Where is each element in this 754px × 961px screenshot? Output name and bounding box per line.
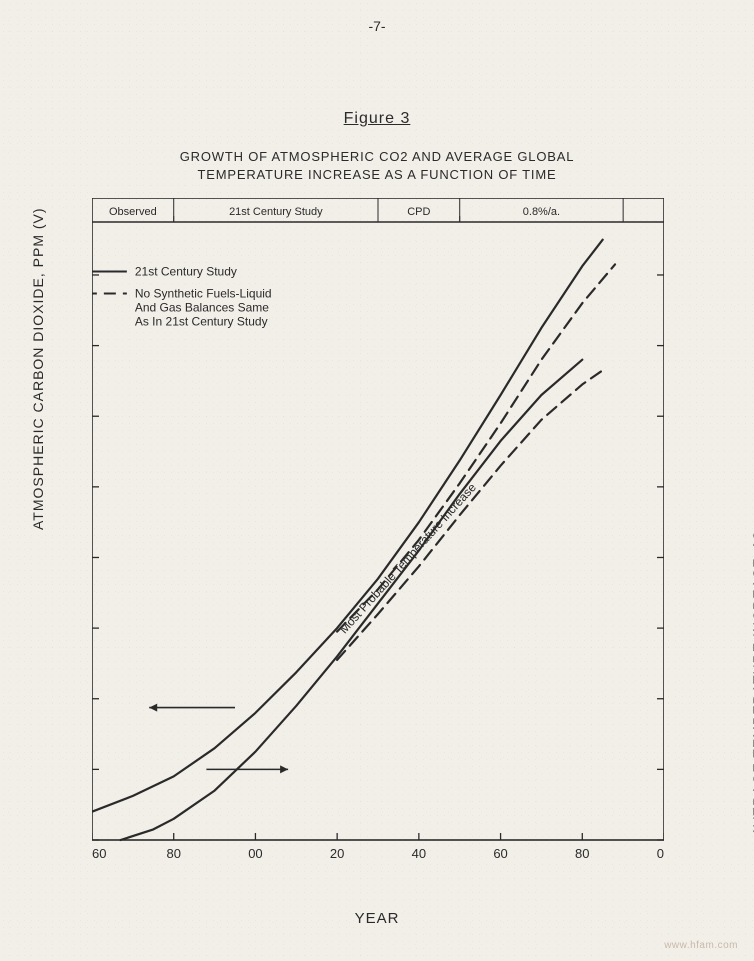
x-tick: 20 bbox=[330, 846, 344, 861]
legend-label: No Synthetic Fuels-Liquid bbox=[135, 286, 272, 300]
x-tick: 60 bbox=[493, 846, 507, 861]
chart-plot: Observed21st Century StudyCPD0.8%/a.3003… bbox=[92, 198, 664, 868]
legend-label: 21st Century Study bbox=[135, 264, 237, 278]
y-axis-label-left: ATMOSPHERIC CARBON DIOXIDE, PPM (V) bbox=[30, 207, 46, 530]
legend-label: And Gas Balances Same bbox=[135, 300, 269, 314]
watermark: www.hfam.com bbox=[664, 940, 738, 951]
x-tick: 80 bbox=[575, 846, 589, 861]
series-temp_21st_century bbox=[121, 360, 583, 840]
x-tick: 80 bbox=[166, 846, 180, 861]
legend-label: As In 21st Century Study bbox=[135, 314, 268, 328]
series-temp_no_synth bbox=[337, 370, 603, 660]
x-axis-label: YEAR bbox=[355, 910, 400, 927]
header-seg: Observed bbox=[109, 206, 157, 218]
title-line-1: GROWTH OF ATMOSPHERIC CO2 AND AVERAGE GL… bbox=[180, 149, 574, 164]
x-tick: 40 bbox=[412, 846, 426, 861]
figure-label: Figure 3 bbox=[344, 110, 411, 128]
x-tick: 1960 bbox=[92, 846, 106, 861]
chart-title: GROWTH OF ATMOSPHERIC CO2 AND AVERAGE GL… bbox=[180, 148, 574, 183]
chart-svg: Observed21st Century StudyCPD0.8%/a.3003… bbox=[92, 198, 664, 868]
header-seg: CPD bbox=[407, 206, 430, 218]
x-tick: 00 bbox=[248, 846, 262, 861]
title-line-2: TEMPERATURE INCREASE AS A FUNCTION OF TI… bbox=[198, 167, 557, 182]
page-number: -7- bbox=[368, 18, 385, 34]
diag-annotation: Most Probable Temperature Increase bbox=[337, 480, 480, 636]
header-seg: 0.8%/a. bbox=[523, 206, 560, 218]
x-tick: 00 bbox=[657, 846, 664, 861]
y-axis-label-right: AVERAGE TEMPERATURE INCREASE, °C bbox=[750, 530, 754, 836]
header-seg: 21st Century Study bbox=[229, 206, 323, 218]
